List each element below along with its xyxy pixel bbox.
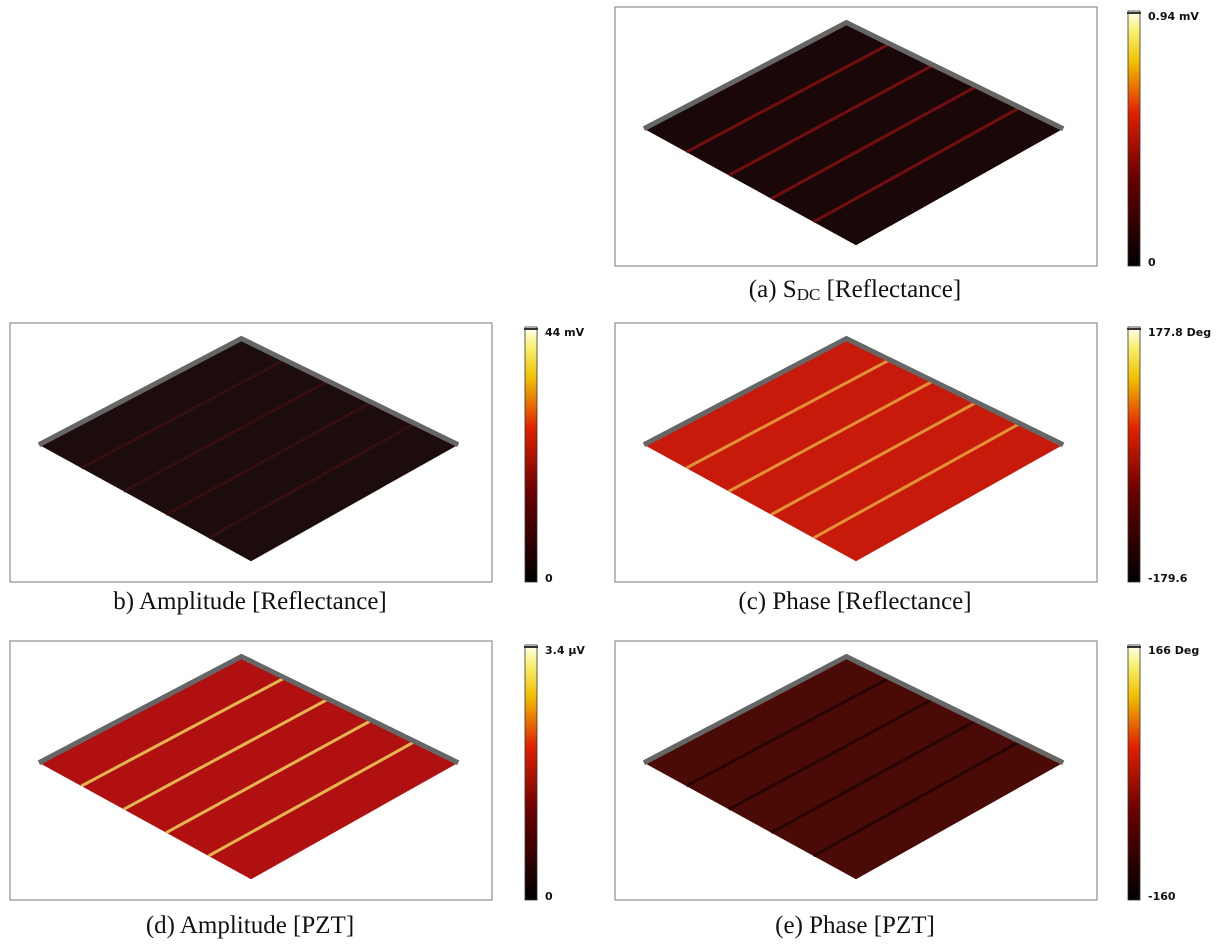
colorbar-max-label: 0.94 mV — [1148, 10, 1199, 23]
panel: 177.8 Deg -179.6 (c) Phase [Reflectance] — [615, 323, 1211, 615]
colorbar-min-label: 0 — [545, 890, 553, 903]
colorbar-min-label: -179.6 — [1148, 572, 1188, 585]
colorbar — [1128, 645, 1140, 900]
colorbar-min-label: 0 — [1148, 256, 1156, 269]
colorbar-max-label: 177.8 Deg — [1148, 326, 1211, 339]
panel: 44 mV 0 b) Amplitude [Reflectance] — [10, 323, 585, 615]
panel: 0.94 mV 0 (a) SDC [Reflectance] — [615, 7, 1199, 304]
caption: (e) Phase [PZT] — [775, 912, 935, 939]
colorbar — [1128, 11, 1140, 266]
caption-text: (c) Phase [Reflectance] — [738, 588, 971, 615]
caption: (c) Phase [Reflectance] — [738, 588, 971, 615]
colorbar-min-label: 0 — [545, 572, 553, 585]
colorbar — [525, 327, 537, 582]
caption: b) Amplitude [Reflectance] — [113, 588, 387, 615]
caption-text: (e) Phase [PZT] — [775, 912, 935, 939]
caption-text: [Reflectance] — [820, 276, 961, 303]
caption-text: b) Amplitude [Reflectance] — [113, 588, 387, 615]
caption-subscript: DC — [797, 285, 821, 304]
panel: 166 Deg -160 (e) Phase [PZT] — [615, 641, 1199, 939]
figure: 0.94 mV 0 (a) SDC [Reflectance] 44 mV 0 b) Am… — [0, 0, 1216, 949]
panel: 3.4 µV 0 (d) Amplitude [PZT] — [10, 641, 585, 939]
colorbar — [1128, 327, 1140, 582]
caption-text: (a) S — [749, 276, 797, 303]
colorbar-max-label: 3.4 µV — [545, 644, 585, 657]
colorbar-max-label: 166 Deg — [1148, 644, 1199, 657]
colorbar-max-label: 44 mV — [545, 326, 585, 339]
colorbar-min-label: -160 — [1148, 890, 1176, 903]
caption: (d) Amplitude [PZT] — [146, 912, 354, 939]
caption-text: (d) Amplitude [PZT] — [146, 912, 354, 939]
caption: (a) SDC [Reflectance] — [749, 276, 961, 304]
colorbar — [525, 645, 537, 900]
